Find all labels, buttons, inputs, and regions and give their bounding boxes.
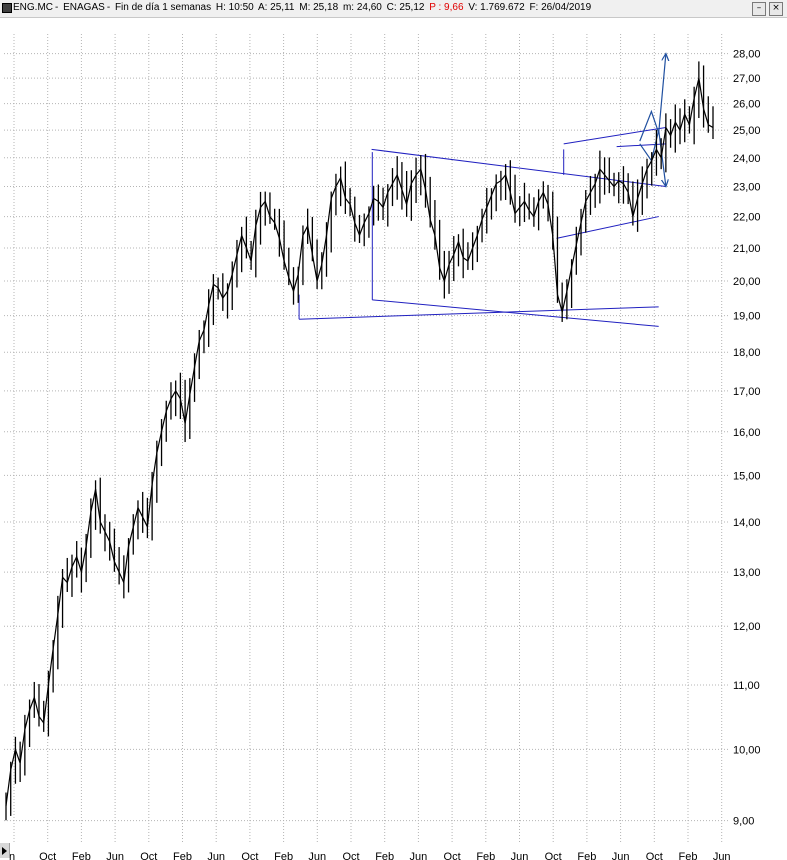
y-tick-label: 21,00 [733,243,761,255]
x-tick-label: Oct [444,851,461,860]
header-low: m: 24,60 [342,2,382,13]
x-tick-label: Feb [274,851,293,860]
y-tick-label: 22,00 [733,212,761,224]
header-period: Fin de día 1 semanas [114,2,212,13]
x-tick-label: Feb [173,851,192,860]
x-tick-label: Oct [241,851,258,860]
title-bar: ENG.MC - ENAGAS - Fin de día 1 semanas H: … [0,0,787,18]
x-tick-label: Jun [207,851,225,860]
header-high: M: 25,18 [299,2,339,13]
x-tick-label: Feb [679,851,698,860]
header-pct: P : 9,66 [429,2,464,13]
y-tick-label: 27,00 [733,73,761,85]
x-tick-label: Feb [476,851,495,860]
header-close: C: 25,12 [386,2,425,13]
close-button[interactable]: × [769,2,783,16]
x-tick-label: Oct [140,851,157,860]
x-tick-label: Oct [39,851,56,860]
y-tick-label: 20,00 [733,276,761,288]
minimize-button[interactable]: – [752,2,766,16]
y-tick-label: 16,00 [733,427,761,439]
price-chart[interactable]: 28,00 27,00 26,00 25,00 24,00 23,00 22,00 21,00… [0,17,787,860]
y-tick-label: 26,00 [733,99,761,111]
x-tick-label: Oct [342,851,359,860]
x-axis: n Oct Feb Jun Oct Feb Jun Oct Feb Jun Oct Feb Jun Oct… [9,851,731,860]
x-tick-label: Jun [713,851,731,860]
header-date: F: 26/04/2019 [529,2,592,13]
trendlines [298,54,667,327]
y-tick-label: 19,00 [733,311,761,323]
projection-arrow [639,54,666,142]
chart-window-icon [2,3,12,13]
y-tick-label: 17,00 [733,386,761,398]
x-tick-label: Feb [577,851,596,860]
x-tick-label: Jun [308,851,326,860]
y-tick-label: 9,00 [733,816,754,828]
y-tick-label: 14,00 [733,517,761,529]
x-tick-label: Oct [545,851,562,860]
price-series [5,61,714,821]
trendline [299,306,659,320]
scroll-left-arrow[interactable] [0,843,10,858]
price-line [5,78,714,806]
arrow-icon [2,847,7,855]
projection-arrow [639,130,666,186]
y-tick-label: 28,00 [733,49,761,61]
x-tick-label: Jun [106,851,124,860]
y-tick-label: 13,00 [733,567,761,579]
y-tick-label: 12,00 [733,621,761,633]
x-tick-label: n [9,851,15,860]
quote-header: ENG.MC - ENAGAS - Fin de día 1 semanas H: … [13,2,592,13]
y-tick-label: 11,00 [733,680,760,692]
x-tick-label: Jun [511,851,529,860]
chart-grid [4,34,729,842]
x-tick-label: Feb [72,851,91,860]
header-volume: V: 1.769.672 [468,2,525,13]
trendline [563,126,667,145]
x-tick-label: Jun [612,851,630,860]
y-tick-label: 15,00 [733,470,761,482]
y-axis: 28,00 27,00 26,00 25,00 24,00 23,00 22,00 21,00… [733,49,761,828]
header-name: ENAGAS [63,2,105,13]
x-tick-label: Feb [375,851,394,860]
x-tick-label: Jun [410,851,428,860]
trendline [372,299,659,327]
trendline [556,216,659,239]
y-tick-label: 23,00 [733,182,761,194]
header-symbol: ENG.MC [13,2,53,13]
header-open: A: 25,11 [257,2,295,13]
y-tick-label: 24,00 [733,153,761,165]
y-tick-label: 25,00 [733,125,761,137]
x-tick-label: Oct [646,851,663,860]
header-hour: H: 10:50 [215,2,254,13]
y-tick-label: 10,00 [733,744,761,756]
y-tick-label: 18,00 [733,347,761,359]
